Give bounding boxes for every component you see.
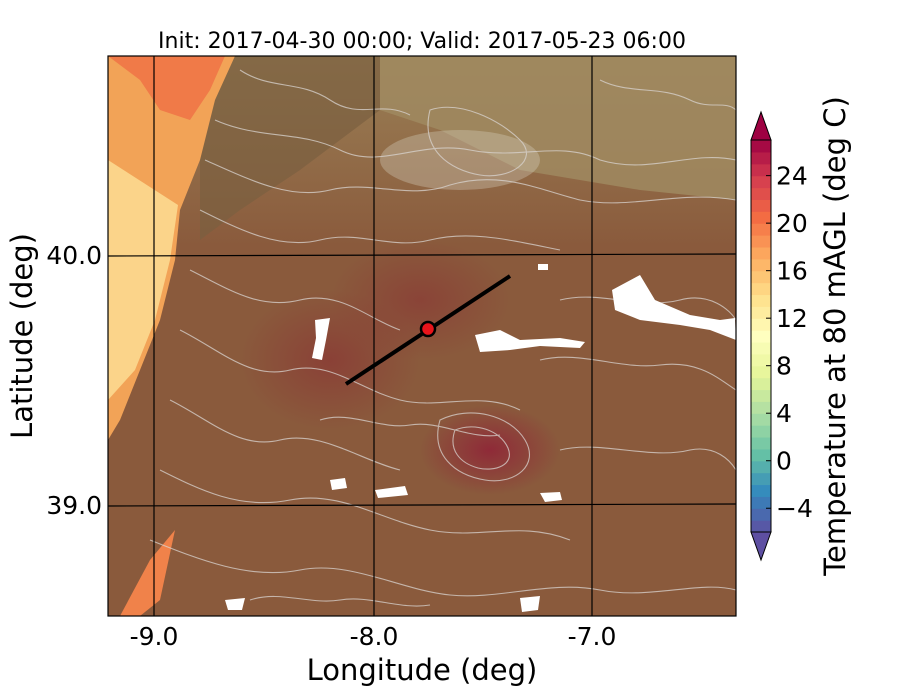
colorbar-tick-label: 16 xyxy=(776,257,808,286)
x-tick-label: -9.0 xyxy=(130,622,179,651)
colorbar-tick-label: 12 xyxy=(776,304,808,333)
colorbar-segment xyxy=(751,270,771,284)
colorbar-segment xyxy=(751,365,771,379)
colorbar-segment xyxy=(751,258,771,272)
map-panel xyxy=(108,56,736,616)
colorbar-tick-label: 24 xyxy=(776,162,808,191)
colorbar-segment xyxy=(751,235,771,248)
colorbar-segment xyxy=(751,282,771,296)
y-axis-label: Latitude (deg) xyxy=(5,233,39,439)
colorbar-segment xyxy=(751,448,771,462)
x-tick-label: -8.0 xyxy=(350,622,399,651)
colorbar-extend-min xyxy=(750,531,772,562)
colorbar-ticks: 24 20 16 12 8 4 0 −4 xyxy=(766,162,813,523)
colorbar-segment xyxy=(751,306,771,319)
colorbar-segment xyxy=(751,472,771,486)
colorbar-segment xyxy=(751,508,771,521)
colorbar-tick-label: 20 xyxy=(776,209,808,238)
x-tick-labels: -9.0 -8.0 -7.0 xyxy=(130,622,617,651)
colorbar-segment xyxy=(751,389,771,402)
x-axis-label: Longitude (deg) xyxy=(307,653,538,687)
parallel-line xyxy=(107,253,737,257)
colorbar-segment xyxy=(751,425,771,438)
y-tick-label: 40.0 xyxy=(46,241,102,270)
graticule xyxy=(107,56,737,616)
colorbar-tick-label: −4 xyxy=(776,494,813,523)
colorbar xyxy=(750,110,772,562)
colorbar-segment xyxy=(751,330,771,343)
colorbar-segment xyxy=(751,223,771,236)
water-bodies xyxy=(225,264,736,612)
map-frame xyxy=(107,55,737,617)
site-marker xyxy=(419,320,437,338)
colorbar-segment xyxy=(751,377,771,391)
terrain-contours xyxy=(149,69,736,607)
colorbar-segment xyxy=(751,401,771,414)
y-tick-labels: 40.0 39.0 xyxy=(46,241,102,520)
colorbar-tick-label: 4 xyxy=(776,399,792,428)
colorbar-extend-max xyxy=(750,110,772,141)
colorbar-segment xyxy=(751,163,771,177)
colorbar-tick-label: 0 xyxy=(776,447,792,476)
colorbar-frame xyxy=(750,139,772,533)
colorbar-segment xyxy=(751,140,771,153)
colorbar-segment xyxy=(751,318,771,331)
colorbar-segment xyxy=(751,246,771,260)
colorbar-segment xyxy=(751,496,771,509)
colorbar-segment xyxy=(751,460,771,474)
parallel-line xyxy=(107,503,737,507)
colorbar-segment xyxy=(751,187,771,200)
colorbar-segment xyxy=(751,211,771,224)
colorbar-segment xyxy=(751,413,771,426)
colorbar-tick-label: 8 xyxy=(776,352,792,381)
colorbar-segment xyxy=(751,353,771,367)
y-tick-label: 39.0 xyxy=(46,491,102,520)
colorbar-segment xyxy=(751,199,771,212)
colorbar-segment xyxy=(751,520,771,533)
colorbar-segment xyxy=(751,175,771,189)
colorbar-segment xyxy=(751,294,771,307)
map-title: Init: 2017-04-30 00:00; Valid: 2017-05-2… xyxy=(158,29,686,54)
colorbar-segment xyxy=(751,436,771,450)
colorbar-segment xyxy=(751,484,771,497)
colorbar-segment xyxy=(751,341,771,355)
x-tick-label: -7.0 xyxy=(568,622,617,651)
colorbar-label: Temperature at 80 mAGL (deg C) xyxy=(818,96,852,577)
colorbar-segment xyxy=(751,151,771,165)
